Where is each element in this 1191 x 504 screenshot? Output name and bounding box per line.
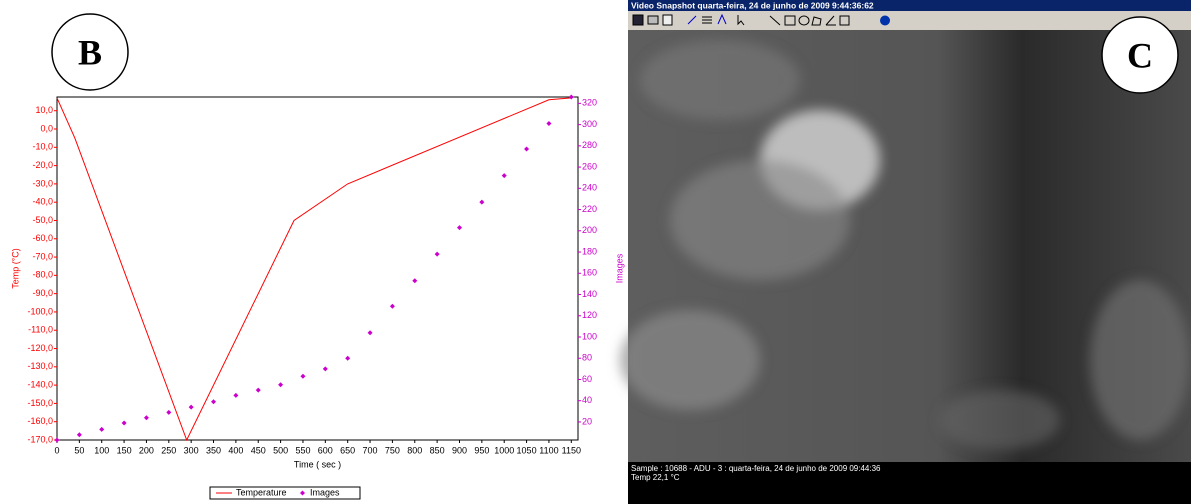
snapshot-window: Video Snapshot quarta-feira, 24 de junho… bbox=[620, 0, 1191, 504]
chart: 0 50 100 150 200 250 300 350 400 450 500 550 600 650 7… bbox=[10, 95, 624, 500]
toolbar bbox=[628, 11, 1191, 30]
x-axis-label: Time ( sec ) bbox=[294, 459, 341, 469]
y-tick-label: -130,0 bbox=[27, 361, 53, 371]
y-tick-label: -50,0 bbox=[32, 215, 53, 225]
x-tick-label: 750 bbox=[385, 445, 400, 455]
y2-tick-label: 300 bbox=[582, 119, 597, 129]
status-text: Sample : 10688 - ADU - 3 : quarta-feira,… bbox=[631, 464, 881, 473]
y-tick-label: -30,0 bbox=[32, 178, 53, 188]
x-tick-label: 700 bbox=[363, 445, 378, 455]
x-tick-label: 50 bbox=[74, 445, 84, 455]
x-tick-label: 100 bbox=[94, 445, 109, 455]
y-tick-label: -140,0 bbox=[27, 379, 53, 389]
y-tick-label: -20,0 bbox=[32, 160, 53, 170]
y-tick-label: -110,0 bbox=[28, 325, 53, 335]
y-tick-label: -120,0 bbox=[27, 343, 53, 353]
y2-axis-label: Images bbox=[614, 253, 624, 283]
x-tick-label: 600 bbox=[318, 445, 333, 455]
y2-tick-label: 220 bbox=[582, 204, 597, 214]
plot-area bbox=[57, 97, 578, 440]
y-tick-label: -70,0 bbox=[32, 251, 53, 261]
panel-label: C bbox=[1127, 35, 1153, 75]
y2-tick-label: 240 bbox=[582, 183, 597, 193]
x-tick-label: 400 bbox=[228, 445, 243, 455]
x-tick-label: 850 bbox=[430, 445, 445, 455]
y2-tick-label: 100 bbox=[582, 331, 597, 341]
x-tick-label: 450 bbox=[251, 445, 266, 455]
x-tick-label: 300 bbox=[184, 445, 199, 455]
y-tick-label: 10,0 bbox=[35, 105, 53, 115]
y2-tick-label: 60 bbox=[582, 374, 592, 384]
copy-icon[interactable] bbox=[663, 15, 672, 25]
legend-label: Images bbox=[310, 487, 340, 497]
x-tick-label: 350 bbox=[206, 445, 221, 455]
x-tick-label: 900 bbox=[452, 445, 467, 455]
y-tick-label: -60,0 bbox=[32, 233, 53, 243]
y-tick-label: 0,0 bbox=[40, 123, 53, 133]
y-tick-label: -170,0 bbox=[27, 434, 53, 444]
status-text: Temp 22,1 °C bbox=[631, 473, 680, 482]
x-tick-label: 1100 bbox=[539, 445, 558, 455]
y-tick-label: -150,0 bbox=[27, 398, 53, 408]
x-tick-label: 950 bbox=[474, 445, 489, 455]
y2-tick-label: 140 bbox=[582, 289, 597, 299]
y-tick-label: -80,0 bbox=[32, 270, 53, 280]
save-icon[interactable] bbox=[633, 15, 643, 25]
texture bbox=[620, 310, 760, 410]
texture bbox=[640, 40, 800, 120]
y2-tick-label: 320 bbox=[582, 98, 597, 108]
y2-tick-label: 200 bbox=[582, 225, 597, 235]
x-tick-label: 650 bbox=[340, 445, 355, 455]
y2-tick-label: 180 bbox=[582, 246, 597, 256]
y2-tick-label: 20 bbox=[582, 416, 592, 426]
y-tick-label: -160,0 bbox=[27, 416, 53, 426]
y2-tick-label: 80 bbox=[582, 353, 592, 363]
x-tick-label: 150 bbox=[117, 445, 132, 455]
y-tick-label: -40,0 bbox=[32, 197, 53, 207]
y2-tick-label: 260 bbox=[582, 161, 597, 171]
x-tick-label: 550 bbox=[295, 445, 310, 455]
legend-label: Temperature bbox=[236, 487, 287, 497]
texture bbox=[940, 390, 1060, 450]
y-tick-label: -90,0 bbox=[32, 288, 53, 298]
x-tick-label: 250 bbox=[161, 445, 176, 455]
x-tick-label: 1000 bbox=[494, 445, 514, 455]
texture bbox=[670, 160, 850, 280]
window-title: Video Snapshot quarta-feira, 24 de junho… bbox=[631, 0, 874, 10]
texture bbox=[1090, 280, 1190, 440]
x-tick-label: 200 bbox=[139, 445, 154, 455]
y2-tick-label: 160 bbox=[582, 268, 597, 278]
x-tick-label: 0 bbox=[54, 445, 59, 455]
x-tick-label: 1050 bbox=[517, 445, 537, 455]
figure: B 0 50 100 150 200 250 300 350 400 450 500 550 600 65… bbox=[0, 0, 1191, 504]
x-tick-label: 500 bbox=[273, 445, 288, 455]
x-tick-label: 800 bbox=[407, 445, 422, 455]
y2-tick-label: 280 bbox=[582, 140, 597, 150]
panel-label: B bbox=[78, 32, 102, 72]
micrograph: C bbox=[620, 17, 1191, 462]
y-tick-label: -10,0 bbox=[32, 142, 53, 152]
print-icon[interactable] bbox=[648, 16, 658, 24]
y2-tick-label: 120 bbox=[582, 310, 597, 320]
x-tick-label: 1150 bbox=[562, 445, 581, 455]
y-tick-label: -100,0 bbox=[27, 306, 53, 316]
y-axis-label: Temp (°C) bbox=[10, 248, 20, 289]
y2-tick-label: 40 bbox=[582, 395, 592, 405]
info-icon[interactable] bbox=[880, 16, 890, 26]
